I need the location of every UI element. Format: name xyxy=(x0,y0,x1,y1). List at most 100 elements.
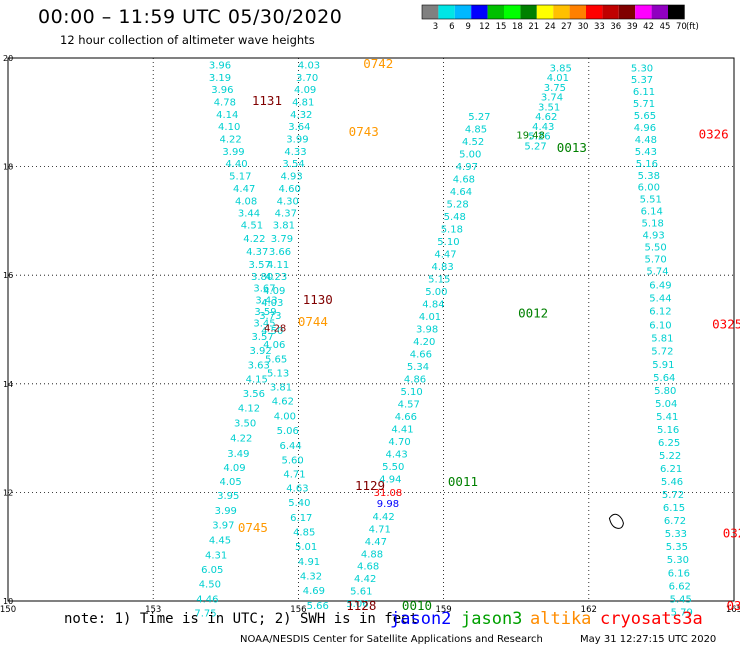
wave-height-value: 5.50 xyxy=(382,462,404,473)
colorbar-frame xyxy=(421,4,685,20)
colorbar-swatch xyxy=(422,5,439,19)
wave-height-value: 6.15 xyxy=(663,503,685,514)
wave-height-value: 6.62 xyxy=(669,581,691,592)
pass-time-label: 032 xyxy=(723,526,740,541)
legend-cryosat: cryosat xyxy=(600,609,672,629)
wave-height-value: 5.04 xyxy=(655,399,677,410)
colorbar-swatch xyxy=(504,5,521,19)
wave-height-value: 3.43 xyxy=(255,296,277,307)
wave-height-value: 4.14 xyxy=(216,110,238,121)
wave-height-value: 5.72 xyxy=(662,490,684,501)
wave-height-value: 4.96 xyxy=(634,123,656,134)
island-coastline xyxy=(608,513,624,529)
y-tick-label: 18 xyxy=(3,163,13,172)
wave-height-value: 4.09 xyxy=(223,463,245,474)
wave-height-value: 5.45 xyxy=(670,594,692,605)
wave-height-value: 4.05 xyxy=(220,477,242,488)
wave-height-value: 3.96 xyxy=(211,85,233,96)
pass-time-label: 0011 xyxy=(448,474,478,489)
wave-height-value: 4.03 xyxy=(261,298,283,309)
wave-height-value: 4.78 xyxy=(214,97,236,108)
pass-time-label: 0012 xyxy=(518,306,548,321)
wave-height-value: 4.69 xyxy=(303,586,325,597)
wave-height-value: 4.08 xyxy=(235,196,257,207)
wave-height-value: 3.97 xyxy=(212,520,234,531)
legend-altika: altika xyxy=(530,609,592,629)
wave-height-value: 5.16 xyxy=(636,159,658,170)
wave-height-value: 5.15 xyxy=(428,275,450,286)
wave-height-value: 4.31 xyxy=(205,550,227,561)
wave-height-value: 4.42 xyxy=(372,512,394,523)
wave-height-value: 4.63 xyxy=(286,484,308,495)
wave-height-value: 5.66 xyxy=(307,601,329,612)
wave-height-value: 3.81 xyxy=(270,383,292,394)
wave-height-value: 3.19 xyxy=(209,73,231,84)
colorbar-label: 21 xyxy=(528,22,539,32)
wave-height-value: 4.47 xyxy=(434,250,456,261)
wave-height-value: 5.01 xyxy=(295,542,317,553)
wave-height-value: 5.00 xyxy=(425,287,447,298)
wave-height-value: 3.92 xyxy=(250,346,272,357)
pass-time-label: 0325 xyxy=(712,317,740,332)
pass-time-label: 1129 xyxy=(355,478,385,493)
wave-height-value: 4.57 xyxy=(398,399,420,410)
wave-height-value: 4.62 xyxy=(272,397,294,408)
wave-height-value: 4.83 xyxy=(431,262,453,273)
pass-time-label: 1130 xyxy=(303,292,333,307)
wave-height-value: 4.66 xyxy=(410,349,432,360)
wave-height-value: 4.62 xyxy=(535,112,557,123)
wave-height-value: 9.98 xyxy=(377,499,399,510)
wave-height-value: 4.37 xyxy=(246,247,268,258)
wave-height-value: 3.80 xyxy=(251,272,273,283)
wave-height-value: 5.71 xyxy=(633,99,655,110)
wave-height-value: 4.47 xyxy=(233,184,255,195)
wave-height-value: 3.64 xyxy=(288,122,310,133)
wave-height-value: 5.81 xyxy=(651,334,673,345)
wave-height-value: 4.66 xyxy=(395,412,417,423)
wave-height-value: 4.30 xyxy=(277,196,299,207)
wave-height-value: 4.37 xyxy=(275,208,297,219)
wave-height-value: 4.10 xyxy=(218,122,240,133)
colorbar-swatch xyxy=(536,5,554,19)
wave-height-value: 3.96 xyxy=(209,61,231,72)
wave-height-value: 4.00 xyxy=(274,411,296,422)
wave-height-value: 6.17 xyxy=(290,513,312,524)
wave-height-value: 5.33 xyxy=(665,529,687,540)
wave-height-value: 4.43 xyxy=(532,122,554,133)
wave-height-value: 4.68 xyxy=(357,562,379,573)
pass-time-label: 0745 xyxy=(238,520,268,535)
wave-height-value: 5.64 xyxy=(653,373,675,384)
wave-height-value: 3.99 xyxy=(222,147,244,158)
gridlines xyxy=(8,58,734,601)
x-tick-label: 153 xyxy=(145,605,161,615)
wave-height-value: 5.50 xyxy=(644,242,666,253)
legend-s3a: s3a xyxy=(672,609,703,629)
wave-height-value: 4.86 xyxy=(404,374,426,385)
wave-height-value: 3.67 xyxy=(253,284,275,295)
wave-height-value: 3.99 xyxy=(286,134,308,145)
wave-height-value: 5.06 xyxy=(277,426,299,437)
x-tick-label: 165 xyxy=(726,605,740,615)
colorbar-swatch xyxy=(438,5,455,19)
wave-height-value: 6.21 xyxy=(660,464,682,475)
pass-time-label: 03 xyxy=(726,598,740,613)
colorbar-swatch xyxy=(487,5,504,19)
wave-height-value: 5.44 xyxy=(649,294,671,305)
wave-height-value: 4.22 xyxy=(230,434,252,445)
wave-height-value: 4.22 xyxy=(220,134,242,145)
colorbar-label: 6 xyxy=(449,22,454,32)
wave-height-value: 3.73 xyxy=(259,311,281,322)
colorbar-swatch xyxy=(454,5,472,19)
wave-height-value: 4.52 xyxy=(462,137,484,148)
chart-title: 00:00 – 11:59 UTC 05/30/2020 xyxy=(38,6,343,28)
colorbar-label: 39 xyxy=(627,22,638,32)
wave-height-value: 4.64 xyxy=(450,187,472,198)
wave-height-value: 5.16 xyxy=(657,425,679,436)
wave-height-value: 5.91 xyxy=(652,360,674,371)
colorbar-swatch xyxy=(668,5,685,19)
wave-height-value: 5.28 xyxy=(447,200,469,211)
pass-time-label: 0743 xyxy=(349,124,379,139)
y-tick-label: 20 xyxy=(3,54,13,63)
wave-height-value: 3.44 xyxy=(238,208,260,219)
